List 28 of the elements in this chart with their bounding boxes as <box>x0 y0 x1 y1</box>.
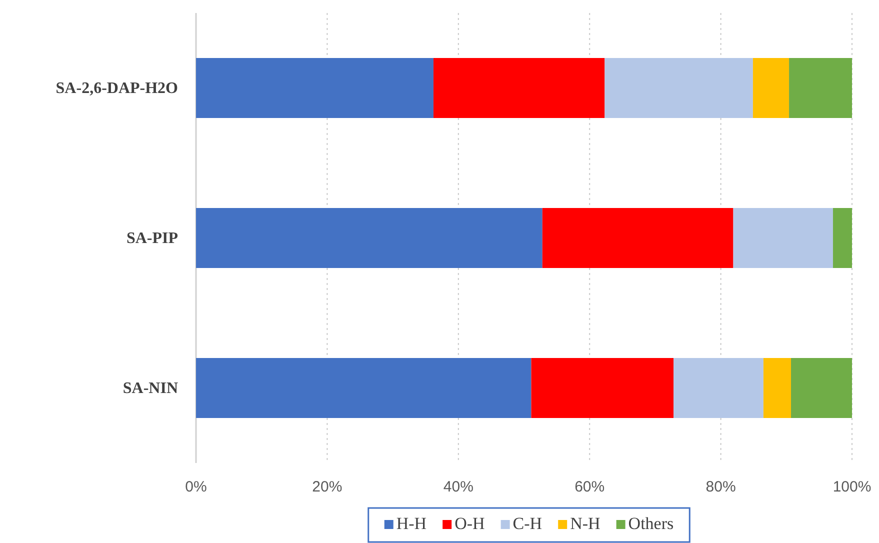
bar <box>763 358 791 418</box>
bar <box>790 358 852 418</box>
legend-label: H-H <box>396 514 427 533</box>
bar <box>196 358 532 418</box>
bar <box>752 58 790 118</box>
y-tick-label: SA-PIP <box>126 230 178 248</box>
bar <box>433 58 605 118</box>
bar <box>832 208 852 268</box>
y-tick-label: SA-2,6-DAP-H2O <box>56 80 178 98</box>
x-tick-label: 60% <box>574 478 605 496</box>
legend-label: N-H <box>570 514 600 533</box>
legend-label: C-H <box>512 514 542 533</box>
bar <box>733 208 833 268</box>
bar <box>789 58 852 118</box>
x-tick-label: 40% <box>443 478 474 496</box>
legend-label: O-H <box>454 514 485 533</box>
x-tick-label: 100% <box>832 478 872 496</box>
bar <box>196 58 434 118</box>
x-tick-label: 80% <box>706 478 736 496</box>
bar <box>542 208 734 268</box>
x-tick-label: 0% <box>185 478 207 496</box>
x-tick-label: 20% <box>312 478 342 496</box>
bar <box>196 208 542 268</box>
legend-label: Others <box>628 514 674 533</box>
bar <box>531 358 674 418</box>
bar <box>674 358 764 418</box>
bar <box>604 58 753 118</box>
y-tick-label: SA-NIN <box>122 380 178 398</box>
